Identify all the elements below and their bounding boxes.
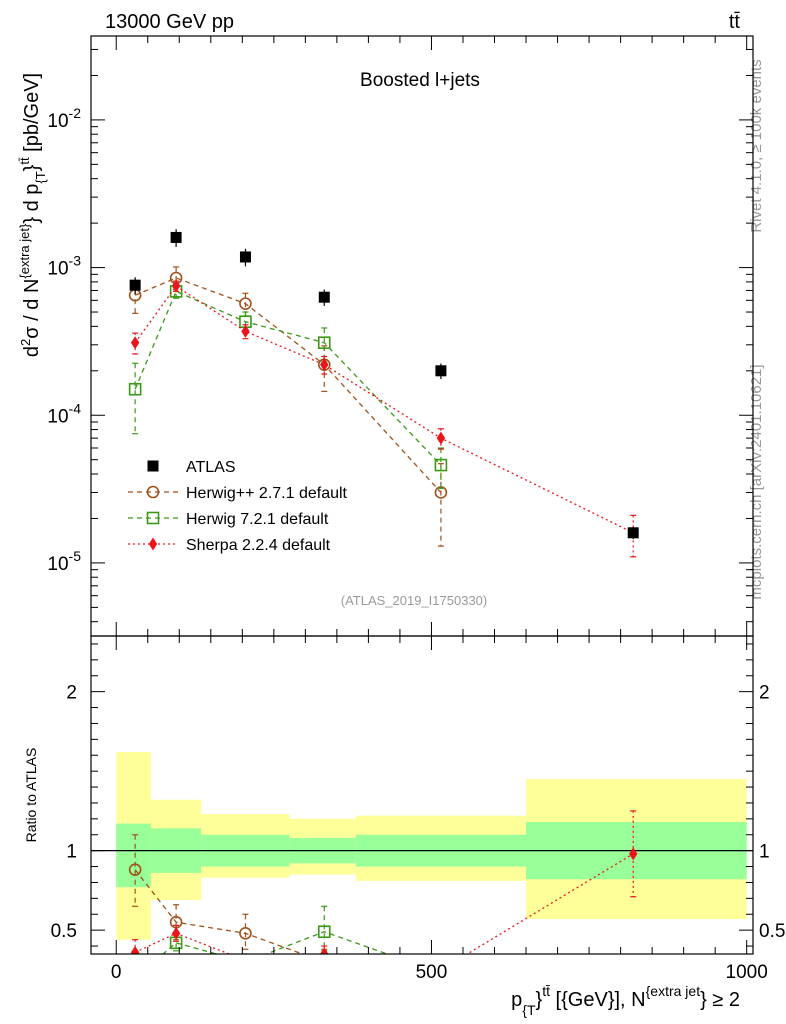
top-sherpa-2-2-4-default-point-3 (320, 358, 329, 372)
top-atlas-point-5 (627, 527, 639, 539)
ratio-sherpa-2-2-4-default-point-2 (245, 953, 246, 954)
ratio-ytick-label-left-2: 2 (66, 683, 77, 704)
legend-marker-atlas (147, 460, 159, 472)
x-axis-label: p{T}tt̄ [{GeV}], N{extra jet} ≥ 2 (511, 983, 740, 1018)
ratio-herwig-7-2-1-default-point-0 (130, 972, 141, 983)
ratio-herwig-7-2-1-default-point-3 (317, 925, 331, 939)
ratio-ytick-label-right-1: 1 (759, 842, 770, 863)
legend-label-atlas: ATLAS (186, 459, 236, 476)
xtick-label-0: 0 (111, 962, 122, 983)
analysis-tag: (ATLAS_2019_I1750330) (341, 593, 487, 608)
top-atlas-group (129, 229, 639, 540)
xtick-label-1: 500 (416, 962, 448, 983)
legend-marker-herwig-2-7-1-default (146, 485, 160, 499)
xtick-label-2: 1000 (726, 962, 768, 983)
axis-ticks (91, 36, 753, 954)
ratio-ytick-label-left-0: 0.5 (51, 921, 77, 942)
top-herwig-7-2-1-default-point-0 (128, 382, 142, 396)
top-herwig-7-2-1-default-line (134, 290, 442, 466)
ratio-sherpa-2-2-4-default-group (130, 810, 638, 954)
legend-marker-herwig-7-2-1-default (146, 511, 160, 525)
top-ytick-label-1: 10-4 (47, 400, 81, 427)
legend-entry-atlas: ATLAS (147, 459, 236, 476)
legend-entry-sherpa-2-2-4-default: Sherpa 2.2.4 default (128, 537, 331, 554)
rivet-label: Rivet 4.1.0, ≥ 100k events (748, 59, 765, 232)
ratio-sherpa-2-2-4-default-point-1 (171, 926, 181, 940)
ratio-herwig-2-7-1-default-point-2 (239, 927, 252, 940)
legend-entry-herwig-7-2-1-default: Herwig 7.2.1 default (128, 511, 329, 528)
legend: ATLAS Herwig++ 2.7.1 default Herwig 7.2.1 … (128, 459, 348, 554)
ratio-herwig-2-7-1-default-point-0 (128, 863, 142, 877)
top-herwig-2-7-1-default-group (128, 266, 448, 547)
top-ytick-label-2: 10-3 (47, 253, 81, 280)
ratio-sherpa-2-2-4-default-point-0 (130, 945, 140, 954)
top-atlas-point-1 (170, 231, 182, 243)
bottom-plot-frame (90, 635, 754, 955)
legend-label-sherpa-2-2-4-default: Sherpa 2.2.4 default (186, 537, 331, 554)
ratio-sherpa-2-2-4-default-point-5 (629, 847, 638, 861)
top-atlas-point-4 (435, 365, 447, 377)
ratio-sherpa-2-2-4-default-point-3 (320, 947, 329, 954)
top-series-layer (128, 229, 639, 558)
top-atlas-point-2 (239, 251, 251, 263)
ratio-ytick-label-right-2: 2 (759, 683, 770, 704)
top-ytick-label-3: 10-2 (47, 105, 81, 132)
bottom-y-axis-label: Ratio to ATLAS (23, 748, 39, 843)
legend-marker-sherpa-2-2-4-default (148, 537, 158, 551)
top-atlas-point-0 (129, 279, 141, 291)
top-sherpa-2-2-4-default-point-4 (436, 431, 446, 445)
top-sherpa-2-2-4-default-point-0 (130, 336, 140, 350)
bottom-series-layer (128, 810, 638, 983)
ratio-herwig-7-2-1-default-group (130, 905, 390, 983)
top-sherpa-2-2-4-default-point-1 (171, 279, 181, 293)
band-inner-0 (116, 823, 151, 888)
top-herwig-7-2-1-default-group (128, 284, 448, 489)
top-ytick-label-0: 10-5 (47, 548, 81, 575)
bottom-bands (116, 752, 747, 940)
top-herwig-7-2-1-default-point-3 (317, 336, 331, 349)
process-label: tt̄ (729, 11, 741, 33)
mcplots-label: mcplots.cern.ch [arXiv:2401.10621] (748, 364, 765, 599)
energy-label: 13000 GeV pp (105, 11, 234, 33)
ratio-herwig-2-7-1-default-point-3 (319, 956, 330, 967)
legend-label-herwig-2-7-1-default: Herwig++ 2.7.1 default (186, 485, 348, 502)
top-y-axis-label: d2σ / d N{extra jet}} d p{T}tt̄ [pb/GeV] (17, 73, 48, 357)
top-atlas-point-3 (318, 291, 330, 303)
ratio-herwig-7-2-1-default-point-2 (240, 956, 251, 967)
top-herwig-2-7-1-default-line (134, 277, 442, 493)
top-sherpa-2-2-4-default-line (134, 285, 634, 534)
chart-title: Boosted l+jets (360, 70, 480, 91)
ratio-ytick-label-left-1: 1 (66, 842, 77, 863)
legend-entry-herwig-2-7-1-default: Herwig++ 2.7.1 default (128, 485, 348, 502)
top-herwig-7-2-1-default-point-4 (434, 458, 448, 472)
legend-label-herwig-7-2-1-default: Herwig 7.2.1 default (186, 511, 329, 528)
top-sherpa-2-2-4-default-point-2 (241, 324, 250, 338)
ratio-ytick-label-right-0: 0.5 (759, 921, 785, 942)
top-herwig-2-7-1-default-point-2 (239, 297, 252, 310)
tick-labels: 10-5 10-4 10-3 10-2 0.5 0.5 1 1 2 2 0 500 1000 (47, 105, 785, 983)
